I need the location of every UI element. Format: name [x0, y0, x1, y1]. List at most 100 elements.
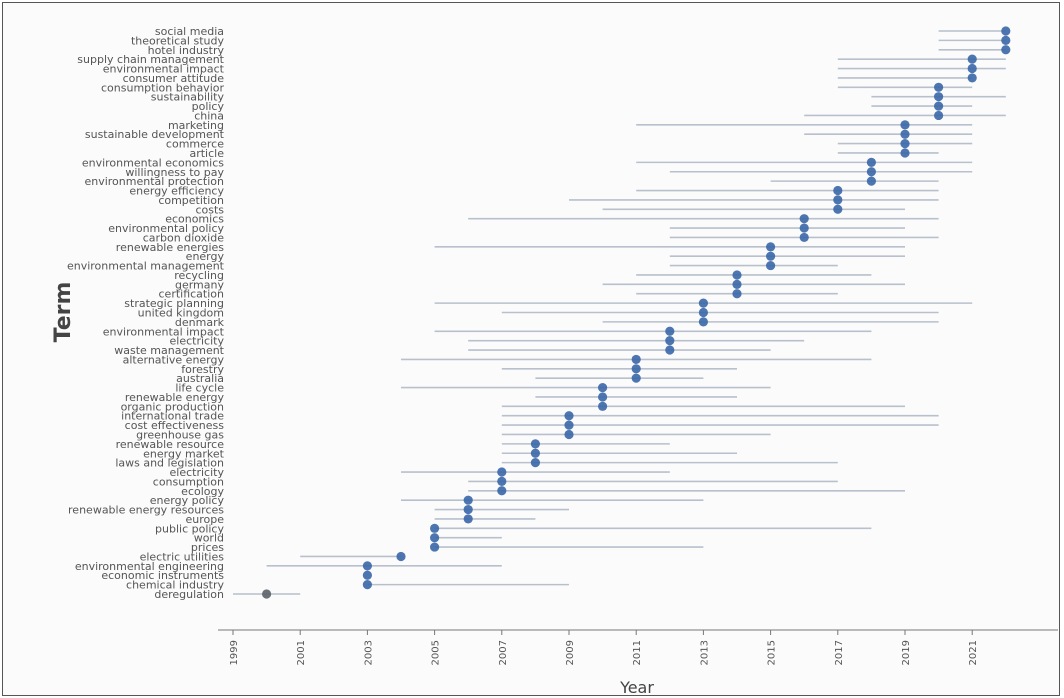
median-point: [665, 326, 675, 336]
median-point: [262, 589, 272, 599]
median-point: [732, 279, 742, 289]
term-label: competition: [158, 194, 224, 207]
y-axis-title: Term: [51, 282, 76, 343]
term-label: consumer attitude: [123, 72, 225, 85]
x-tick-label: 2009: [565, 640, 576, 665]
median-point: [934, 110, 944, 121]
median-point: [934, 82, 944, 92]
x-tick-label: 2015: [767, 640, 778, 665]
x-tick-label: 2001: [296, 640, 307, 665]
term-label: electric utilities: [140, 550, 225, 563]
term-label: prices: [191, 541, 224, 554]
term-label: economic instruments: [101, 569, 224, 582]
x-axis-title: Year: [619, 678, 654, 697]
term-label: renewable energy: [125, 391, 225, 404]
term-label: environmental policy: [108, 222, 224, 235]
term-label: carbon dioxide: [143, 231, 224, 244]
median-point: [598, 392, 608, 402]
term-label: recycling: [174, 269, 224, 282]
median-point: [631, 364, 641, 374]
median-point: [766, 260, 776, 271]
term-label: economics: [165, 213, 224, 226]
term-label: consumption: [153, 475, 224, 488]
median-point: [866, 167, 877, 177]
term-label: laws and legislation: [115, 457, 224, 470]
term-label: chemical industry: [126, 579, 224, 592]
median-point: [497, 486, 507, 496]
x-tick-label: 2019: [901, 640, 912, 665]
median-point: [766, 242, 776, 252]
term-label: germany: [175, 278, 225, 291]
term-label: forestry: [181, 363, 224, 376]
median-point: [665, 345, 675, 355]
median-point: [430, 523, 440, 533]
median-point: [463, 504, 473, 515]
median-point: [698, 307, 709, 318]
median-point: [833, 195, 843, 205]
median-point: [900, 129, 910, 139]
median-point: [1001, 45, 1011, 55]
median-point: [934, 92, 944, 102]
x-tick-label: 2003: [363, 640, 374, 665]
median-point: [799, 232, 809, 243]
term-label: policy: [192, 100, 225, 113]
term-label: environmental engineering: [75, 560, 224, 573]
median-point: [564, 420, 574, 430]
median-point: [934, 101, 944, 111]
term-label: energy policy: [150, 494, 225, 507]
term-label: europe: [186, 513, 225, 526]
median-point: [463, 495, 473, 505]
term-label: electricity: [170, 335, 225, 348]
median-point: [967, 63, 977, 74]
term-label: costs: [195, 203, 224, 216]
term-label: social media: [155, 25, 224, 38]
term-label: electricity: [170, 466, 225, 479]
term-label: deregulation: [154, 588, 224, 601]
term-label: waste management: [114, 344, 224, 357]
median-point: [766, 251, 776, 261]
x-tick-label: 2017: [834, 640, 845, 665]
term-label: consumption behavior: [101, 81, 224, 94]
median-point: [362, 580, 372, 590]
term-label: sustainability: [151, 91, 225, 104]
median-points: [262, 26, 1011, 599]
median-point: [497, 467, 507, 477]
term-label: strategic planning: [124, 297, 224, 310]
term-label: australia: [176, 372, 224, 385]
median-point: [833, 204, 843, 214]
term-label: certification: [159, 288, 225, 301]
term-label: theoretical study: [131, 34, 225, 47]
term-label: renewable resource: [116, 438, 225, 451]
term-label: world: [194, 532, 224, 545]
median-point: [497, 476, 507, 486]
median-point: [631, 373, 641, 383]
median-point: [1001, 35, 1011, 45]
median-point: [564, 411, 574, 421]
x-tick-label: 2013: [699, 640, 710, 665]
median-point: [362, 570, 372, 580]
term-label: denmark: [175, 316, 225, 329]
median-point: [799, 214, 809, 224]
term-label: marketing: [168, 119, 224, 132]
range-lines: [233, 30, 1006, 595]
term-label: hotel industry: [148, 44, 225, 57]
x-tick-label: 2007: [498, 640, 509, 665]
x-tick-label: 1999: [229, 640, 240, 665]
term-label: greenhouse gas: [136, 428, 224, 441]
term-label: renewable energy resources: [68, 504, 224, 517]
term-label: china: [194, 109, 224, 122]
term-label: cost effectiveness: [125, 419, 225, 432]
median-point: [698, 317, 709, 327]
term-label: energy: [186, 250, 225, 263]
x-axis: 1999 2001 2003 2005 2007 2009 2011 2013 2015 2017…: [218, 629, 1058, 665]
median-point: [698, 298, 709, 308]
term-label: life cycle: [175, 382, 224, 395]
term-label: international trade: [121, 410, 224, 423]
term-label: ecology: [181, 485, 224, 498]
term-label: willingness to pay: [125, 166, 224, 179]
term-label: commerce: [166, 138, 224, 151]
median-point: [530, 458, 541, 468]
median-point: [866, 157, 877, 167]
